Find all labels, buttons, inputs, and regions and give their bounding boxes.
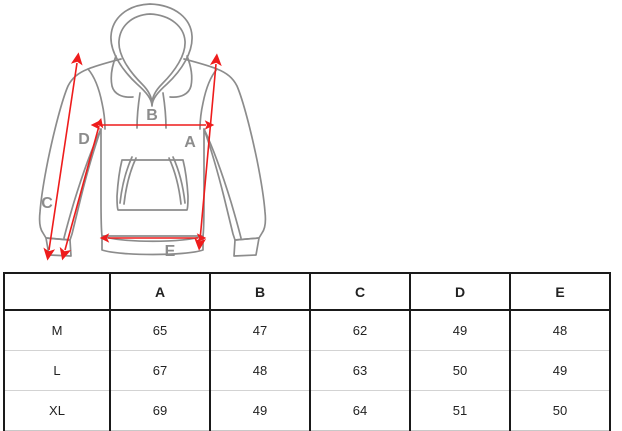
cell-e: 50 bbox=[510, 390, 611, 431]
measure-line-d bbox=[59, 117, 104, 261]
hoodie-measurement-diagram: B A D C E bbox=[38, 3, 267, 261]
cell-d: 49 bbox=[410, 310, 511, 351]
drawstring-right bbox=[162, 92, 167, 129]
cell-a: 67 bbox=[110, 350, 211, 391]
pocket-opening-right-inner bbox=[168, 157, 182, 205]
size-table-container: A B C D E M 65 47 62 49 48 L 6 bbox=[3, 272, 611, 431]
table-row: M 65 47 62 49 48 bbox=[3, 310, 611, 351]
label-c: C bbox=[41, 195, 53, 212]
cell-b: 47 bbox=[210, 310, 311, 351]
size-table-head: A B C D E bbox=[3, 272, 611, 311]
cell-b: 48 bbox=[210, 350, 311, 391]
header-a: A bbox=[110, 272, 211, 311]
hood-inner-shape bbox=[118, 13, 186, 105]
hood-collar-left bbox=[110, 55, 134, 98]
measurement-letter-labels: B A D C E bbox=[41, 107, 196, 260]
row-size-label: XL bbox=[3, 390, 111, 431]
cell-a: 69 bbox=[110, 390, 211, 431]
row-size-label: L bbox=[3, 350, 111, 391]
cell-d: 50 bbox=[410, 350, 511, 391]
measure-line-a bbox=[194, 53, 222, 251]
hood-outer-shape bbox=[110, 3, 193, 107]
table-row: L 67 48 63 50 49 bbox=[3, 350, 611, 391]
pocket-outline bbox=[116, 159, 189, 211]
cell-b: 49 bbox=[210, 390, 311, 431]
pocket-opening-left-inner bbox=[123, 157, 137, 205]
table-header-row: A B C D E bbox=[3, 272, 611, 311]
garment-diagram-container: B A D C E bbox=[38, 3, 267, 261]
measurement-arrows-group bbox=[43, 52, 222, 261]
cell-c: 64 bbox=[310, 390, 411, 431]
cell-c: 63 bbox=[310, 350, 411, 391]
shoulder-seam-left bbox=[87, 68, 106, 130]
cell-d: 51 bbox=[410, 390, 511, 431]
label-a: A bbox=[184, 134, 196, 151]
drawstring-left bbox=[136, 92, 141, 129]
hood-collar-right bbox=[169, 55, 193, 98]
cell-a: 65 bbox=[110, 310, 211, 351]
label-b: B bbox=[146, 107, 158, 124]
label-d: D bbox=[78, 131, 90, 148]
size-table-body: M 65 47 62 49 48 L 67 48 63 50 49 XL bbox=[3, 310, 611, 431]
label-e: E bbox=[165, 243, 176, 260]
row-size-label: M bbox=[3, 310, 111, 351]
header-e: E bbox=[510, 272, 611, 311]
header-size bbox=[3, 272, 111, 311]
cell-e: 48 bbox=[510, 310, 611, 351]
header-c: C bbox=[310, 272, 411, 311]
cuff-right bbox=[233, 237, 260, 257]
table-row: XL 69 49 64 51 50 bbox=[3, 390, 611, 431]
cell-c: 62 bbox=[310, 310, 411, 351]
header-d: D bbox=[410, 272, 511, 311]
cell-e: 49 bbox=[510, 350, 611, 391]
header-b: B bbox=[210, 272, 311, 311]
size-chart-page: B A D C E A B C D E bbox=[3, 3, 611, 431]
size-table: A B C D E M 65 47 62 49 48 L 6 bbox=[3, 272, 611, 431]
pocket-opening-right bbox=[172, 156, 186, 204]
pocket-opening-left bbox=[119, 156, 133, 204]
